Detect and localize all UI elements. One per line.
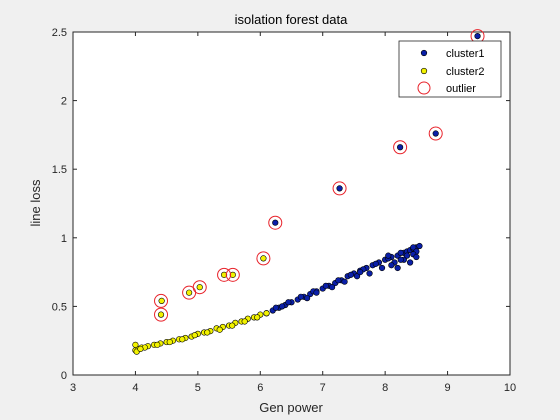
cluster1-point bbox=[279, 303, 286, 310]
x-axis-label: Gen power bbox=[259, 400, 323, 415]
cluster1-point bbox=[304, 295, 311, 302]
y-tick-label: 0.5 bbox=[52, 301, 67, 313]
cluster1-point bbox=[432, 130, 439, 137]
cluster2-point bbox=[132, 341, 139, 348]
legend-marker-outlier bbox=[417, 81, 431, 95]
cluster1-point bbox=[397, 256, 404, 263]
legend-label-outlier: outlier bbox=[446, 83, 476, 95]
cluster1-point bbox=[403, 252, 411, 259]
x-tick-label: 8 bbox=[382, 382, 388, 394]
outlier-point bbox=[393, 140, 408, 155]
legend-marker-cluster2 bbox=[420, 67, 428, 75]
y-tick-label: 1.5 bbox=[52, 164, 67, 176]
x-tick-label: 5 bbox=[195, 382, 201, 394]
cluster1-point bbox=[378, 264, 386, 272]
cluster2-point bbox=[158, 297, 165, 305]
cluster2-point bbox=[220, 271, 228, 278]
legend-marker-cluster1 bbox=[420, 49, 428, 57]
x-tick-label: 4 bbox=[132, 382, 138, 394]
cluster2-point bbox=[179, 336, 186, 343]
cluster1-point bbox=[388, 262, 395, 269]
y-tick-label: 2.5 bbox=[52, 27, 67, 39]
y-axis-label: line loss bbox=[28, 179, 43, 226]
outlier-point bbox=[154, 293, 169, 308]
cluster1-point bbox=[341, 278, 348, 285]
tick-marks bbox=[72, 31, 511, 376]
x-tick-label: 10 bbox=[504, 382, 516, 394]
cluster1-point bbox=[416, 242, 423, 250]
cluster1-point bbox=[372, 260, 379, 267]
y-tick-label: 2 bbox=[61, 96, 67, 108]
cluster1-point bbox=[385, 252, 392, 259]
cluster1-point bbox=[285, 299, 292, 306]
cluster1-point bbox=[313, 289, 320, 296]
cluster2-point bbox=[157, 311, 165, 318]
cluster1-point bbox=[413, 253, 420, 261]
cluster1-point bbox=[474, 33, 481, 40]
cluster1-point bbox=[347, 271, 354, 278]
x-tick-label: 9 bbox=[445, 382, 451, 394]
legend-label-cluster1: cluster1 bbox=[446, 48, 485, 60]
outlier-point bbox=[192, 280, 207, 295]
cluster1-point bbox=[328, 284, 336, 291]
cluster2-point bbox=[229, 271, 236, 278]
cluster1-point bbox=[394, 264, 401, 272]
outlier-point bbox=[154, 307, 169, 322]
cluster1-point bbox=[272, 219, 279, 226]
cluster2-point bbox=[154, 341, 161, 348]
cluster1-point bbox=[397, 144, 404, 151]
x-tick-label: 3 bbox=[70, 382, 76, 394]
x-tick-labels: 3 4 5 6 7 8 9 10 bbox=[70, 382, 516, 394]
outlier-point bbox=[225, 267, 240, 282]
cluster2-point bbox=[216, 326, 223, 333]
cluster2-point bbox=[204, 329, 211, 336]
cluster1-point bbox=[353, 273, 361, 280]
cluster2-point bbox=[263, 310, 270, 317]
legend-box bbox=[398, 40, 502, 98]
y-tick-labels: 0 0.5 1 1.5 2 2.5 bbox=[52, 27, 67, 382]
cluster2-point bbox=[260, 255, 267, 262]
cluster1-point bbox=[336, 185, 343, 192]
cluster1-point bbox=[357, 269, 364, 276]
outlier-point bbox=[332, 181, 347, 196]
y-tick-label: 0 bbox=[61, 370, 67, 382]
x-tick-label: 7 bbox=[320, 382, 326, 394]
data-points bbox=[132, 29, 485, 355]
chart-title: isolation forest data bbox=[235, 12, 349, 27]
cluster2-point bbox=[254, 314, 261, 321]
cluster2-point bbox=[229, 322, 236, 329]
legend-label-cluster2: cluster2 bbox=[446, 66, 485, 78]
cluster2-point bbox=[191, 332, 198, 339]
y-tick-label: 1 bbox=[61, 233, 67, 245]
x-tick-label: 6 bbox=[257, 382, 263, 394]
cluster1-point bbox=[410, 244, 417, 251]
outlier-point bbox=[256, 251, 271, 266]
cluster1-point bbox=[397, 249, 404, 256]
cluster1-point bbox=[322, 282, 329, 289]
cluster2-point bbox=[166, 338, 173, 346]
outlier-point bbox=[268, 215, 283, 230]
cluster2-point bbox=[196, 284, 203, 291]
cluster2-point bbox=[241, 318, 248, 325]
legend: cluster1 cluster2 outlier bbox=[398, 40, 502, 98]
cluster1-point bbox=[366, 270, 373, 277]
outlier-point bbox=[428, 126, 443, 141]
outlier-point bbox=[217, 267, 232, 282]
cluster1-point bbox=[297, 293, 304, 300]
cluster1-point bbox=[335, 277, 342, 284]
cluster2-point bbox=[186, 289, 193, 296]
cluster1-point bbox=[407, 259, 414, 266]
cluster2-point bbox=[137, 345, 144, 353]
cluster1-point bbox=[272, 304, 279, 311]
